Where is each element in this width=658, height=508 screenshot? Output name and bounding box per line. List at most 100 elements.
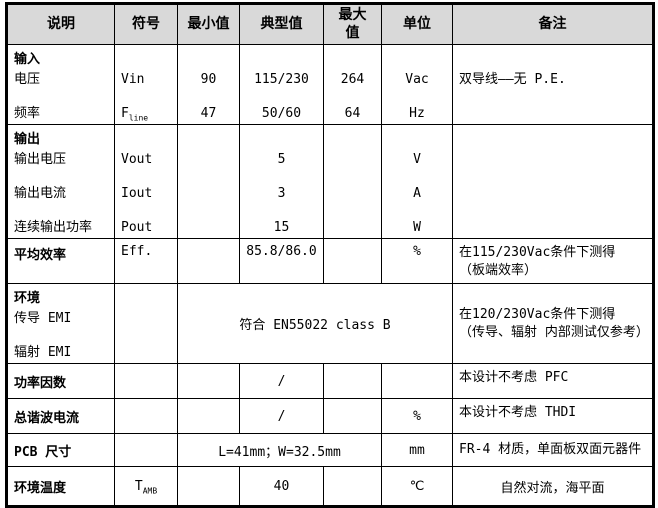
empty-cell [114, 398, 178, 434]
output-iout-typ: 3 [277, 186, 286, 201]
header-typ: 典型值 [239, 3, 324, 45]
empty-cell [323, 363, 382, 399]
thd-unit-cell: % [381, 398, 453, 434]
output-desc-cell: 输出 输出电压 输出电流 连续输出功率 [6, 124, 115, 239]
environment-desc-cell: 环境 传导 EMI 辐射 EMI [6, 283, 115, 364]
empty-cell [323, 398, 382, 434]
output-typ-cell: 5 3 15 [239, 124, 324, 239]
emi-compliance-cell: 符合 EN55022 class B [177, 283, 453, 364]
output-section-title: 输出 [14, 132, 41, 147]
input-min-cell: 90 47 [177, 44, 240, 125]
input-remark-cell: 双导线——无 P.E. [452, 44, 654, 125]
temperature-symbol-cell: TAMB [114, 466, 178, 507]
pcb-dimensions-cell: L=41mm；W=32.5mm [177, 433, 382, 467]
empty-cell [114, 433, 178, 467]
input-voltage-label: 电压 [14, 72, 41, 87]
temp-symbol-sub: AMB [142, 486, 158, 496]
pcb-label-cell: PCB 尺寸 [6, 433, 115, 467]
input-freq-symbol: Fline [121, 104, 171, 124]
input-voltage-remark: 双导线——无 P.E. [459, 72, 566, 87]
environment-row: 环境 传导 EMI 辐射 EMI 符合 EN55022 class B 在120… [6, 283, 654, 364]
thd-remark-cell: 本设计不考虑 THDI [452, 398, 654, 434]
power-factor-typ-cell: / [239, 363, 324, 399]
spacer [459, 50, 646, 70]
temperature-row: 环境温度 TAMB 40 ℃ 自然对流，海平面 [6, 466, 654, 507]
power-factor-remark-cell: 本设计不考虑 PFC [452, 363, 654, 399]
output-pout-symbol: Pout [121, 220, 153, 235]
thd-label-cell: 总谐波电流 [6, 398, 115, 434]
spacer [330, 50, 375, 70]
input-voltage-max: 264 [340, 72, 365, 87]
output-vout-label: 输出电压 [14, 152, 67, 167]
input-freq-unit: Hz [409, 106, 425, 121]
efficiency-symbol-cell: Eff. [114, 238, 178, 284]
temperature-unit-cell: ℃ [381, 466, 453, 507]
empty-cell [323, 466, 382, 507]
conducted-emi-label: 传导 EMI [14, 311, 72, 326]
input-typ-cell: 115/230 50/60 [239, 44, 324, 125]
output-vout-symbol: Vout [121, 152, 153, 167]
environment-section-title: 环境 [14, 291, 41, 306]
output-iout-unit: A [413, 186, 421, 201]
spacer [388, 50, 446, 70]
input-symbol-cell: Vin Fline [114, 44, 178, 125]
output-pout-typ: 15 [273, 220, 290, 235]
efficiency-label-cell: 平均效率 [6, 238, 115, 284]
empty-cell [177, 398, 240, 434]
power-factor-row: 功率因数 / 本设计不考虑 PFC [6, 363, 654, 399]
header-desc: 说明 [6, 3, 115, 45]
empty-cell [323, 124, 382, 239]
efficiency-typ-cell: 85.8/86.0 [239, 238, 324, 284]
header-min: 最小值 [177, 3, 240, 45]
output-pout-unit: W [413, 220, 421, 235]
pcb-row: PCB 尺寸 L=41mm；W=32.5mm mm FR-4 材质，单面板双面元… [6, 433, 654, 467]
output-vout-typ: 5 [277, 152, 286, 167]
spacer [121, 50, 171, 70]
empty-cell [177, 124, 240, 239]
input-max-cell: 264 64 [323, 44, 382, 125]
thd-typ-cell: / [239, 398, 324, 434]
empty-cell [177, 238, 240, 284]
empty-cell [114, 363, 178, 399]
pcb-remark-cell: FR-4 材质，单面板双面元器件 [452, 433, 654, 467]
output-pout-label: 连续输出功率 [14, 220, 93, 235]
output-iout-symbol: Iout [121, 186, 153, 201]
input-section-title: 输入 [14, 52, 41, 67]
header-symbol: 符号 [114, 3, 178, 45]
spacer [121, 130, 171, 150]
empty-cell [177, 466, 240, 507]
spacer [184, 50, 233, 70]
input-voltage-typ: 115/230 [254, 72, 309, 87]
empty-cell [381, 363, 453, 399]
power-factor-label-cell: 功率因数 [6, 363, 115, 399]
input-freq-typ: 50/60 [261, 106, 302, 121]
spacer [388, 130, 446, 150]
input-desc-cell: 输入 电压 频率 [6, 44, 115, 125]
input-freq-min: 47 [200, 106, 217, 121]
header-row: 说明 符号 最小值 典型值 最大值 单位 备注 [6, 3, 654, 45]
freq-symbol-sub: line [128, 113, 149, 123]
thd-row: 总谐波电流 / % 本设计不考虑 THDI [6, 398, 654, 434]
header-max-label: 最大值 [338, 7, 367, 41]
pcb-unit-cell: mm [381, 433, 453, 467]
input-freq-max: 64 [344, 106, 361, 121]
empty-cell [177, 363, 240, 399]
efficiency-row: 平均效率 Eff. 85.8/86.0 % 在115/230Vac条件下测得 （… [6, 238, 654, 284]
input-voltage-min: 90 [200, 72, 217, 87]
freq-symbol-main: F [121, 106, 129, 121]
efficiency-unit-cell: % [381, 238, 453, 284]
header-remark: 备注 [452, 3, 654, 45]
spacer [246, 130, 317, 150]
empty-cell [114, 283, 178, 364]
input-freq-label: 频率 [14, 106, 41, 121]
environment-remark-cell: 在120/230Vac条件下测得 （传导、辐射 内部测试仅参考） [452, 283, 654, 364]
output-iout-label: 输出电流 [14, 186, 67, 201]
empty-cell [452, 124, 654, 239]
output-section-row: 输出 输出电压 输出电流 连续输出功率 Vout Iout Pout 5 3 1… [6, 124, 654, 239]
spacer [246, 50, 317, 70]
radiated-emi-label: 辐射 EMI [14, 345, 72, 360]
header-max: 最大值 [323, 3, 382, 45]
empty-cell [323, 238, 382, 284]
output-symbol-cell: Vout Iout Pout [114, 124, 178, 239]
output-unit-cell: V A W [381, 124, 453, 239]
